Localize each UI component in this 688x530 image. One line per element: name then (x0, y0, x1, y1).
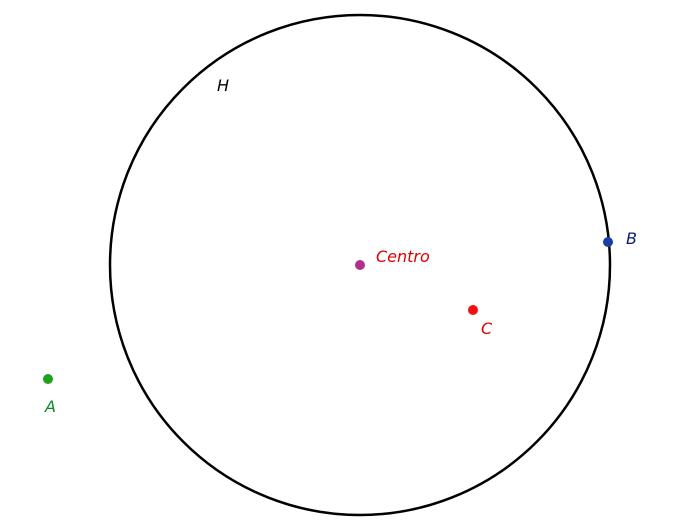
point-c-label: C (481, 319, 493, 338)
point-b-label: B (626, 229, 637, 248)
point-c[interactable] (468, 305, 478, 315)
circle-h-label: H (217, 76, 229, 95)
point-b[interactable] (603, 237, 613, 247)
point-centro-label: Centro (376, 247, 430, 266)
point-a[interactable] (43, 374, 53, 384)
circle-h[interactable] (108, 13, 612, 517)
point-a-label: A (44, 397, 56, 416)
point-centro[interactable] (355, 260, 365, 270)
